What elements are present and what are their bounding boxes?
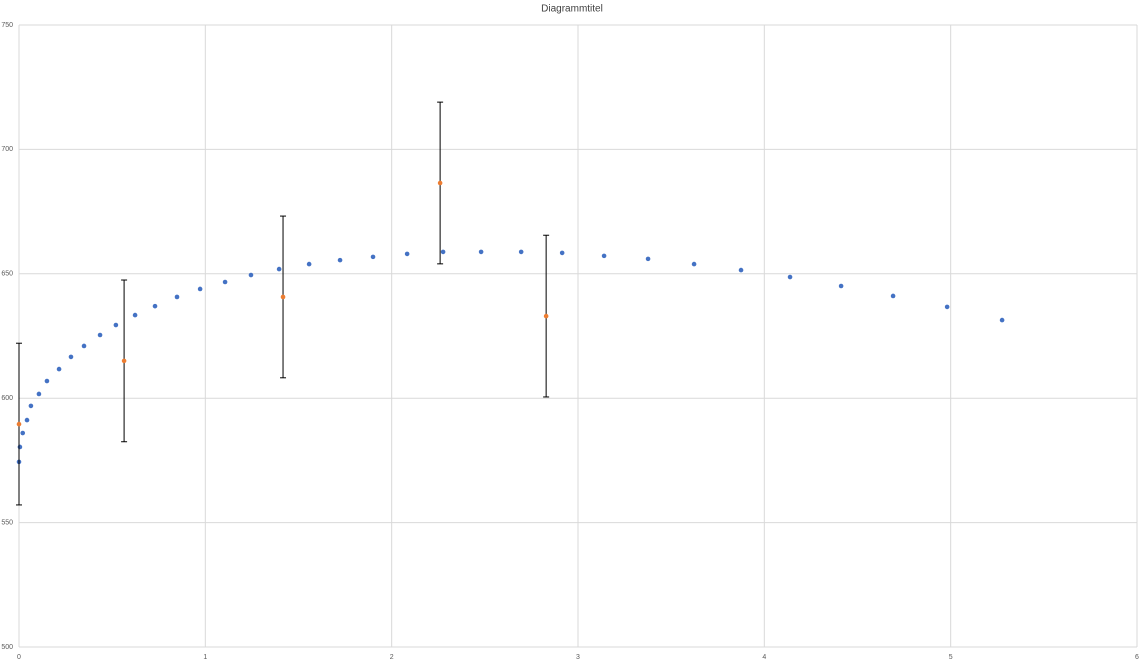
data-point (17, 444, 23, 450)
chart-title: Diagrammtitel (541, 4, 603, 15)
data-point (152, 303, 158, 309)
y-tick-label: 700 (1, 146, 13, 153)
y-tick-label: 500 (1, 644, 13, 651)
data-point (222, 279, 228, 285)
data-point (944, 304, 950, 310)
data-point (543, 313, 549, 319)
data-point (890, 293, 896, 299)
data-point (36, 391, 42, 397)
y-tick-label: 550 (1, 519, 13, 526)
data-point (248, 272, 254, 278)
data-point (787, 274, 793, 280)
data-point (16, 421, 22, 427)
y-tick-label: 650 (1, 271, 13, 278)
data-point (68, 354, 74, 360)
data-point (404, 251, 410, 257)
data-point (337, 257, 343, 263)
data-point (691, 261, 697, 267)
data-point (132, 312, 138, 318)
data-point (24, 417, 30, 423)
data-point (518, 249, 524, 255)
data-point (121, 358, 127, 364)
data-point (97, 332, 103, 338)
x-tick-label: 1 (203, 654, 207, 661)
data-point (197, 286, 203, 292)
x-tick-label: 2 (390, 654, 394, 661)
data-point (370, 254, 376, 260)
data-point (601, 253, 607, 259)
data-point (81, 343, 87, 349)
x-tick-label: 3 (576, 654, 580, 661)
data-point (645, 256, 651, 262)
x-tick-label: 0 (17, 654, 21, 661)
data-point (44, 378, 50, 384)
data-point (276, 266, 282, 272)
data-point (559, 250, 565, 256)
data-point (440, 249, 446, 255)
data-point (306, 261, 312, 267)
y-tick-label: 750 (1, 22, 13, 29)
data-point (28, 403, 34, 409)
data-point (56, 366, 62, 372)
data-point (999, 317, 1005, 323)
x-tick-label: 5 (949, 654, 953, 661)
data-point (280, 294, 286, 300)
data-point (174, 294, 180, 300)
data-point (20, 430, 26, 436)
data-point (437, 180, 443, 186)
data-point (838, 283, 844, 289)
x-tick-label: 6 (1135, 654, 1139, 661)
x-tick-label: 4 (762, 654, 766, 661)
data-point (478, 249, 484, 255)
y-tick-label: 600 (1, 395, 13, 402)
data-point (113, 322, 119, 328)
data-point (738, 267, 744, 273)
